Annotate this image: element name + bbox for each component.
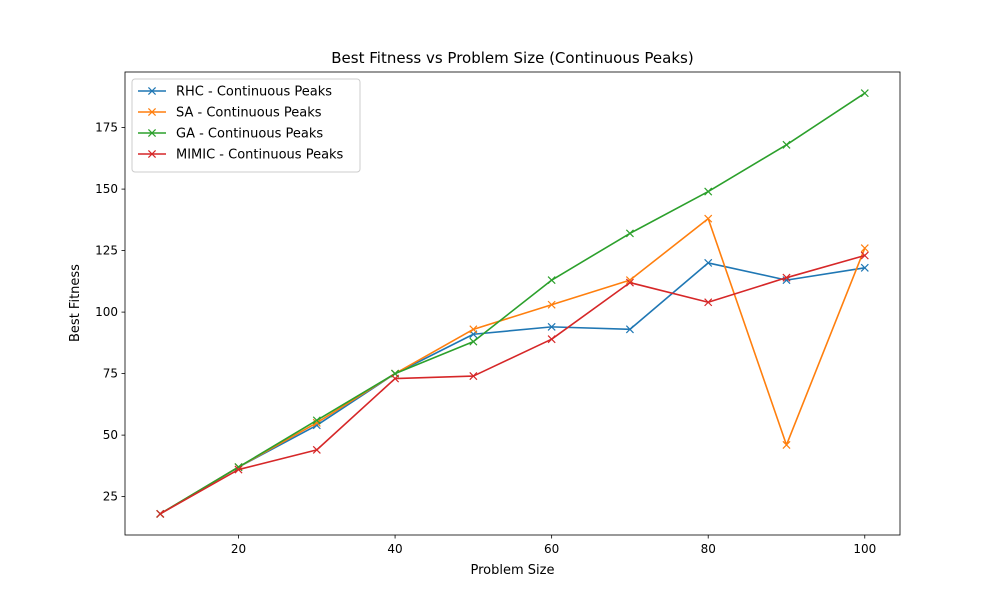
legend-swatch-marker	[147, 128, 157, 138]
data-point-sa	[782, 440, 791, 449]
data-point-sa	[547, 300, 556, 309]
data-point-rhc	[625, 325, 634, 334]
y-axis-label: Best Fitness	[68, 264, 83, 342]
axes-frame	[124, 71, 901, 536]
marker-stroke	[704, 258, 713, 267]
data-point-mimic	[312, 445, 321, 454]
marker-stroke	[704, 187, 713, 196]
data-point-sa	[704, 214, 713, 223]
data-point-mimic	[782, 273, 791, 282]
y-tick-label: 175	[95, 121, 118, 135]
marker-stroke	[860, 89, 869, 98]
y-tick-label: 150	[95, 182, 118, 196]
x-axis-label: Problem Size	[471, 563, 555, 578]
marker-stroke	[860, 244, 869, 253]
x-tick-label: 100	[853, 542, 876, 556]
marker-stroke	[312, 418, 321, 427]
legend-item-sa: SA - Continuous Peaks	[138, 106, 322, 121]
data-point-mimic	[704, 298, 713, 307]
marker-stroke	[704, 214, 713, 223]
x-tick-label: 40	[387, 542, 402, 556]
series-line-sa	[159, 217, 866, 515]
legend-label: GA - Continuous Peaks	[176, 127, 323, 142]
marker-stroke	[312, 416, 321, 425]
data-point-mimic	[469, 372, 478, 381]
series-line-ga	[159, 92, 866, 515]
legend-label: MIMIC - Continuous Peaks	[176, 148, 344, 163]
data-point-ga	[782, 140, 791, 149]
y-tick-label: 125	[95, 244, 118, 258]
data-point-mimic	[547, 335, 556, 344]
marker-stroke	[234, 463, 243, 472]
marker-stroke	[547, 276, 556, 285]
marker-stroke	[547, 322, 556, 331]
marker-stroke	[547, 300, 556, 309]
marker-stroke	[469, 325, 478, 334]
data-point-mimic	[234, 465, 243, 474]
legend-label: RHC - Continuous Peaks	[176, 85, 332, 100]
data-point-mimic	[625, 278, 634, 287]
legend-swatch-marker	[147, 149, 157, 159]
marker-stroke	[312, 445, 321, 454]
marker-stroke	[469, 337, 478, 346]
data-point-ga	[625, 229, 634, 238]
data-point-sa	[469, 325, 478, 334]
data-point-ga	[860, 89, 869, 98]
data-point-rhc	[547, 322, 556, 331]
data-point-ga	[547, 276, 556, 285]
marker-stroke	[469, 372, 478, 381]
data-point-rhc	[704, 258, 713, 267]
chart-title: Best Fitness vs Problem Size (Continuous…	[331, 49, 693, 67]
marker-stroke	[391, 374, 400, 383]
legend: RHC - Continuous Peaks SA - Continuous Pe…	[131, 78, 361, 173]
legend-item-rhc: RHC - Continuous Peaks	[138, 85, 332, 100]
legend-item-mimic: MIMIC - Continuous Peaks	[138, 148, 344, 163]
marker-stroke	[547, 335, 556, 344]
data-point-sa	[860, 244, 869, 253]
data-point-mimic	[156, 509, 165, 518]
data-point-rhc	[860, 263, 869, 272]
series-line-mimic	[159, 254, 866, 515]
x-tick-label: 80	[701, 542, 716, 556]
legend-swatch-marker	[147, 86, 157, 96]
marker-stroke	[704, 298, 713, 307]
y-tick-label: 25	[103, 490, 118, 504]
legend-swatch-marker	[147, 107, 157, 117]
x-tick-label: 20	[231, 542, 246, 556]
marker-stroke	[234, 465, 243, 474]
legend-box	[131, 78, 361, 173]
marker-stroke	[625, 229, 634, 238]
data-point-sa	[312, 418, 321, 427]
legend-item-ga: GA - Continuous Peaks	[138, 127, 323, 142]
y-tick-label: 75	[103, 367, 118, 381]
marker-stroke	[625, 325, 634, 334]
marker-stroke	[860, 251, 869, 260]
marker-stroke	[625, 276, 634, 285]
data-point-mimic	[860, 251, 869, 260]
x-tick-label: 60	[544, 542, 559, 556]
data-point-ga	[469, 337, 478, 346]
data-point-mimic	[391, 374, 400, 383]
series-line-rhc	[159, 262, 866, 515]
y-tick-label: 100	[95, 305, 118, 319]
marker-stroke	[782, 140, 791, 149]
marker-stroke	[860, 263, 869, 272]
y-tick-label: 50	[103, 428, 118, 442]
legend-label: SA - Continuous Peaks	[176, 106, 322, 121]
marker-stroke	[156, 509, 165, 518]
data-point-ga	[312, 416, 321, 425]
plot-area: 20 40 60 80 100 25 50 75 100 125 150 175 RHC - Conti…	[95, 71, 901, 556]
marker-stroke	[625, 278, 634, 287]
marker-stroke	[782, 273, 791, 282]
data-point-ga	[704, 187, 713, 196]
marker-stroke	[782, 440, 791, 449]
